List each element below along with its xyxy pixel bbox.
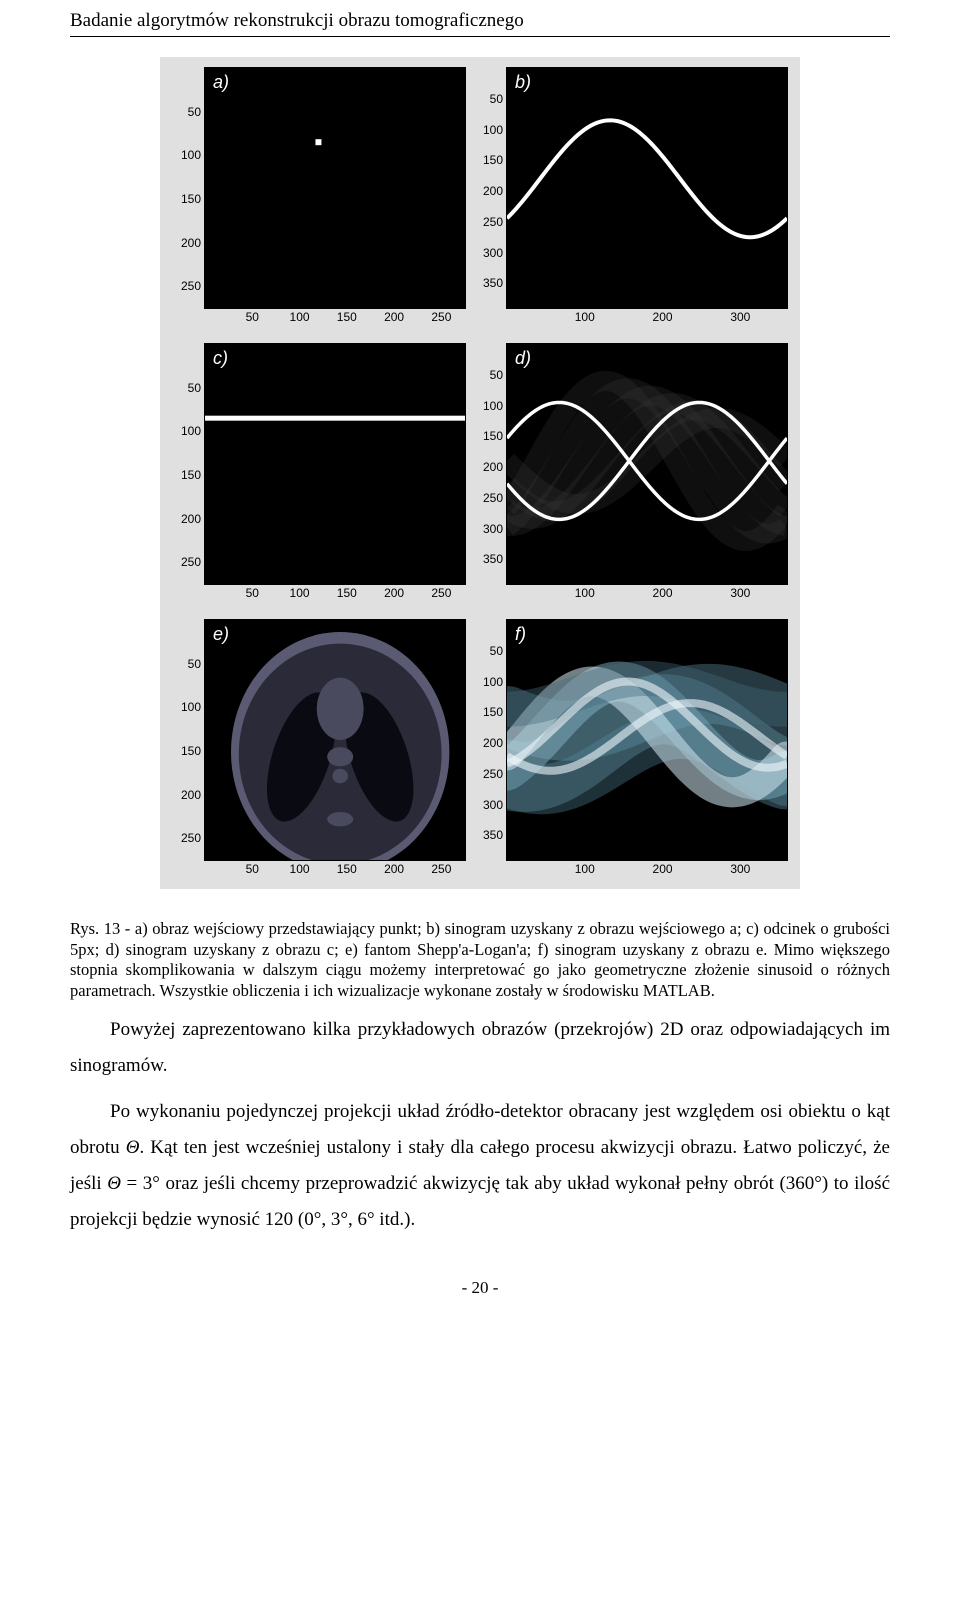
x-tick: 50 xyxy=(246,584,259,600)
x-tick: 250 xyxy=(431,860,451,876)
plot-area: a)5010015020025050100150200250 xyxy=(204,67,466,309)
panel-label: b) xyxy=(515,72,531,93)
y-tick: 350 xyxy=(483,552,507,566)
y-tick: 150 xyxy=(181,744,205,758)
y-tick: 350 xyxy=(483,828,507,842)
x-tick: 200 xyxy=(384,308,404,324)
y-tick: 200 xyxy=(181,236,205,250)
figure-panel-f: f) 50 100 150 200 250 300 350 100 200 300 xyxy=(476,613,796,885)
y-tick: 200 xyxy=(483,184,507,198)
x-tick: 100 xyxy=(575,308,595,324)
panel-label: e) xyxy=(213,624,229,645)
paragraph-1: Powyżej zaprezentowano kilka przykładowy… xyxy=(70,1012,890,1084)
x-tick: 300 xyxy=(730,584,750,600)
x-tick: 100 xyxy=(290,308,310,324)
page-header-title: Badanie algorytmów rekonstrukcji obrazu … xyxy=(70,10,890,32)
x-tick: 200 xyxy=(384,860,404,876)
x-tick: 50 xyxy=(246,308,259,324)
y-tick: 150 xyxy=(483,153,507,167)
header-rule xyxy=(70,36,890,37)
y-tick: 200 xyxy=(181,512,205,526)
paragraph-2: Po wykonaniu pojedynczej projekcji układ… xyxy=(70,1094,890,1238)
figure-panel-b: b) 50 100 150 200 250 300 350 100 200 300 xyxy=(476,61,796,333)
x-tick: 50 xyxy=(246,860,259,876)
y-tick: 150 xyxy=(181,468,205,482)
panel-label: d) xyxy=(515,348,531,369)
x-tick: 150 xyxy=(337,584,357,600)
plot-area: c)5010015020025050100150200250 xyxy=(204,343,466,585)
x-tick: 100 xyxy=(575,860,595,876)
y-tick: 250 xyxy=(181,831,205,845)
panel-label: a) xyxy=(213,72,229,93)
x-tick: 300 xyxy=(730,860,750,876)
figure-panel-c: c) 50 100 150 200 250 50 100 150 200 250 xyxy=(164,337,474,609)
y-tick: 250 xyxy=(483,215,507,229)
y-tick: 50 xyxy=(188,657,205,671)
caption-text: a) obraz wejściowy przedstawiający punkt… xyxy=(70,919,890,1000)
figure-caption: Rys. 13 - a) obraz wejściowy przedstawia… xyxy=(70,919,890,1002)
panel-label: c) xyxy=(213,348,228,369)
y-tick: 100 xyxy=(483,399,507,413)
caption-prefix: Rys. 13 - xyxy=(70,919,135,938)
y-tick: 200 xyxy=(181,788,205,802)
x-tick: 200 xyxy=(653,584,673,600)
x-tick: 200 xyxy=(384,584,404,600)
figure-panel-d: d) 50 100 150 200 250 300 350 100 200 300 xyxy=(476,337,796,609)
x-tick: 250 xyxy=(431,308,451,324)
y-tick: 50 xyxy=(490,92,507,106)
y-tick: 300 xyxy=(483,246,507,260)
y-tick: 300 xyxy=(483,798,507,812)
y-tick: 250 xyxy=(483,767,507,781)
plot-area: f)50100150200250300350100200300 xyxy=(506,619,788,861)
y-tick: 100 xyxy=(181,700,205,714)
figure-13: a) 50 100 150 200 250 50 100 150 200 250 b) 50 100 150… xyxy=(160,57,800,889)
x-tick: 300 xyxy=(730,308,750,324)
x-tick: 250 xyxy=(431,584,451,600)
y-tick: 250 xyxy=(483,491,507,505)
x-tick: 200 xyxy=(653,860,673,876)
x-tick: 150 xyxy=(337,860,357,876)
y-tick: 350 xyxy=(483,276,507,290)
y-tick: 100 xyxy=(181,148,205,162)
y-tick: 150 xyxy=(483,429,507,443)
y-tick: 200 xyxy=(483,736,507,750)
panel-label: f) xyxy=(515,624,526,645)
y-tick: 100 xyxy=(483,123,507,137)
x-tick: 200 xyxy=(653,308,673,324)
y-tick: 300 xyxy=(483,522,507,536)
y-tick: 250 xyxy=(181,555,205,569)
y-tick: 50 xyxy=(188,381,205,395)
y-tick: 250 xyxy=(181,279,205,293)
figure-panel-e: e) 50 100 150 200 250 50 100 150 200 250 xyxy=(164,613,474,885)
x-tick: 100 xyxy=(575,584,595,600)
y-tick: 50 xyxy=(490,368,507,382)
y-tick: 50 xyxy=(490,644,507,658)
y-tick: 50 xyxy=(188,105,205,119)
x-tick: 100 xyxy=(290,860,310,876)
y-tick: 150 xyxy=(181,192,205,206)
x-tick: 150 xyxy=(337,308,357,324)
y-tick: 100 xyxy=(483,675,507,689)
plot-area: e)5010015020025050100150200250 xyxy=(204,619,466,861)
plot-area: b)50100150200250300350100200300 xyxy=(506,67,788,309)
x-tick: 100 xyxy=(290,584,310,600)
y-tick: 100 xyxy=(181,424,205,438)
page-number: - 20 - xyxy=(70,1278,890,1298)
plot-area: d)50100150200250300350100200300 xyxy=(506,343,788,585)
y-tick: 200 xyxy=(483,460,507,474)
figure-panel-a: a) 50 100 150 200 250 50 100 150 200 250 xyxy=(164,61,474,333)
y-tick: 150 xyxy=(483,705,507,719)
